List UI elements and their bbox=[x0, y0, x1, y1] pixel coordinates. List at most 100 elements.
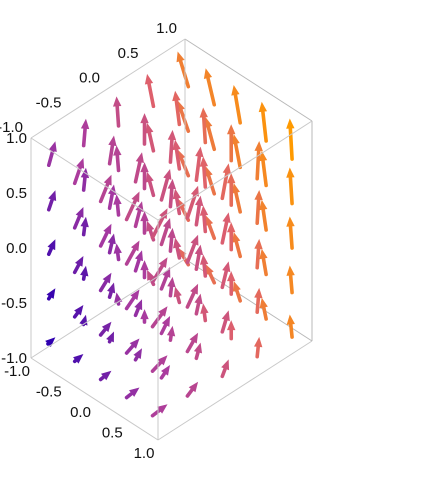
vector-arrow bbox=[159, 218, 171, 247]
vector-arrow bbox=[220, 212, 231, 245]
vector-arrow bbox=[98, 321, 112, 337]
vector-arrow bbox=[72, 157, 85, 186]
vector-arrow bbox=[46, 239, 56, 257]
z-tick-label: -0.5 bbox=[1, 295, 27, 312]
vector-arrow bbox=[286, 314, 295, 339]
vector-arrow bbox=[194, 195, 204, 227]
vector-arrow bbox=[106, 331, 114, 344]
vector-arrow bbox=[107, 282, 116, 299]
vector-arrows bbox=[45, 51, 295, 418]
vector-arrow bbox=[259, 199, 268, 232]
vector-arrow bbox=[220, 359, 230, 379]
vector-arrow bbox=[286, 265, 295, 295]
vector-arrow bbox=[200, 303, 209, 323]
vector-arrow bbox=[199, 254, 209, 278]
vector-arrow bbox=[80, 216, 89, 237]
box-edge bbox=[157, 340, 313, 441]
vector-arrow bbox=[185, 381, 199, 398]
vector-arrow bbox=[232, 280, 242, 303]
vector-arrow bbox=[140, 309, 149, 324]
vector-arrow bbox=[133, 299, 143, 318]
z-tick-label: 0.0 bbox=[6, 240, 27, 257]
vector-arrow bbox=[286, 167, 295, 206]
vector-arrow bbox=[124, 289, 140, 311]
vector-arrow bbox=[203, 68, 217, 107]
vector-arrow bbox=[194, 244, 204, 272]
vector-arrow bbox=[204, 117, 217, 152]
x-tick-label: 0.0 bbox=[70, 404, 91, 421]
vector-arrow bbox=[205, 215, 217, 241]
vector-arrow bbox=[46, 288, 56, 301]
vector-arrow bbox=[107, 233, 116, 255]
z-tick-label: -1.0 bbox=[1, 350, 27, 367]
vector-arrow bbox=[150, 355, 168, 373]
vector-arrow bbox=[185, 283, 199, 309]
vector-arrow bbox=[140, 113, 149, 146]
vector-arrow bbox=[113, 194, 122, 217]
vector-arrow bbox=[173, 286, 182, 305]
vector-arrow bbox=[159, 169, 172, 202]
vector-arrow bbox=[144, 73, 156, 109]
vector-arrow bbox=[286, 118, 295, 161]
vector-arrow bbox=[72, 255, 84, 275]
vector-arrow bbox=[140, 162, 149, 191]
vector-arrow bbox=[193, 342, 203, 361]
box-edge bbox=[30, 137, 159, 221]
vector-arrow bbox=[185, 332, 199, 354]
box-edge bbox=[30, 357, 159, 441]
vector-arrow bbox=[231, 134, 242, 170]
vector-arrow bbox=[98, 370, 112, 382]
vector-arrow bbox=[45, 337, 56, 348]
vector-arrow bbox=[220, 163, 231, 201]
vector-arrow bbox=[194, 146, 204, 183]
vector-arrow bbox=[72, 353, 84, 364]
vector-arrow bbox=[185, 234, 199, 265]
vector-arrow bbox=[172, 139, 182, 171]
vector-arrow bbox=[72, 304, 84, 319]
box-edge bbox=[30, 38, 186, 139]
vector-arrow bbox=[145, 171, 156, 198]
vector-arrow bbox=[254, 238, 263, 270]
vector-arrow bbox=[173, 237, 182, 260]
vector-arrow bbox=[80, 265, 89, 281]
box-edge bbox=[184, 38, 313, 122]
vector-arrow bbox=[72, 206, 84, 230]
box-edge bbox=[30, 258, 186, 359]
vector-arrow bbox=[199, 107, 208, 145]
vector-arrow bbox=[145, 122, 156, 153]
vector-arrow bbox=[194, 293, 203, 316]
vector-arrow bbox=[167, 227, 176, 253]
vector-arrow bbox=[159, 365, 171, 380]
vector-arrow bbox=[133, 152, 144, 184]
vector-arrow bbox=[46, 190, 57, 212]
y-tick-label: -1.0 bbox=[0, 119, 23, 136]
vector-arrow bbox=[133, 201, 144, 229]
vector-arrow bbox=[286, 216, 295, 250]
vector-arrow bbox=[140, 211, 149, 235]
vector-arrow bbox=[150, 404, 168, 418]
vector-arrow bbox=[185, 185, 199, 220]
vector-arrow bbox=[204, 166, 217, 196]
vector-arrow bbox=[167, 178, 176, 209]
vector-arrow bbox=[46, 141, 57, 168]
vector-arrow bbox=[150, 306, 168, 329]
vector-arrow bbox=[254, 189, 263, 225]
vector-arrow bbox=[98, 223, 112, 248]
vector-arrow bbox=[124, 387, 140, 400]
vector-arrow bbox=[166, 325, 176, 342]
vector-arrow bbox=[172, 90, 182, 127]
y-tick-label: 1.0 bbox=[156, 20, 177, 37]
vector-arrow bbox=[113, 145, 122, 173]
x-tick-label: 1.0 bbox=[134, 445, 155, 462]
z-tick-label: 1.0 bbox=[6, 130, 27, 147]
x-tick-label: -0.5 bbox=[36, 384, 62, 401]
x-tick-label: 0.5 bbox=[102, 425, 123, 442]
vector-arrow bbox=[113, 243, 122, 262]
vector-arrow bbox=[107, 135, 117, 166]
vector-arrow bbox=[259, 248, 268, 277]
vector-arrow bbox=[172, 188, 182, 216]
vector-arrow bbox=[205, 264, 217, 285]
vector-arrow bbox=[254, 336, 263, 359]
vector-arrow bbox=[254, 287, 263, 314]
